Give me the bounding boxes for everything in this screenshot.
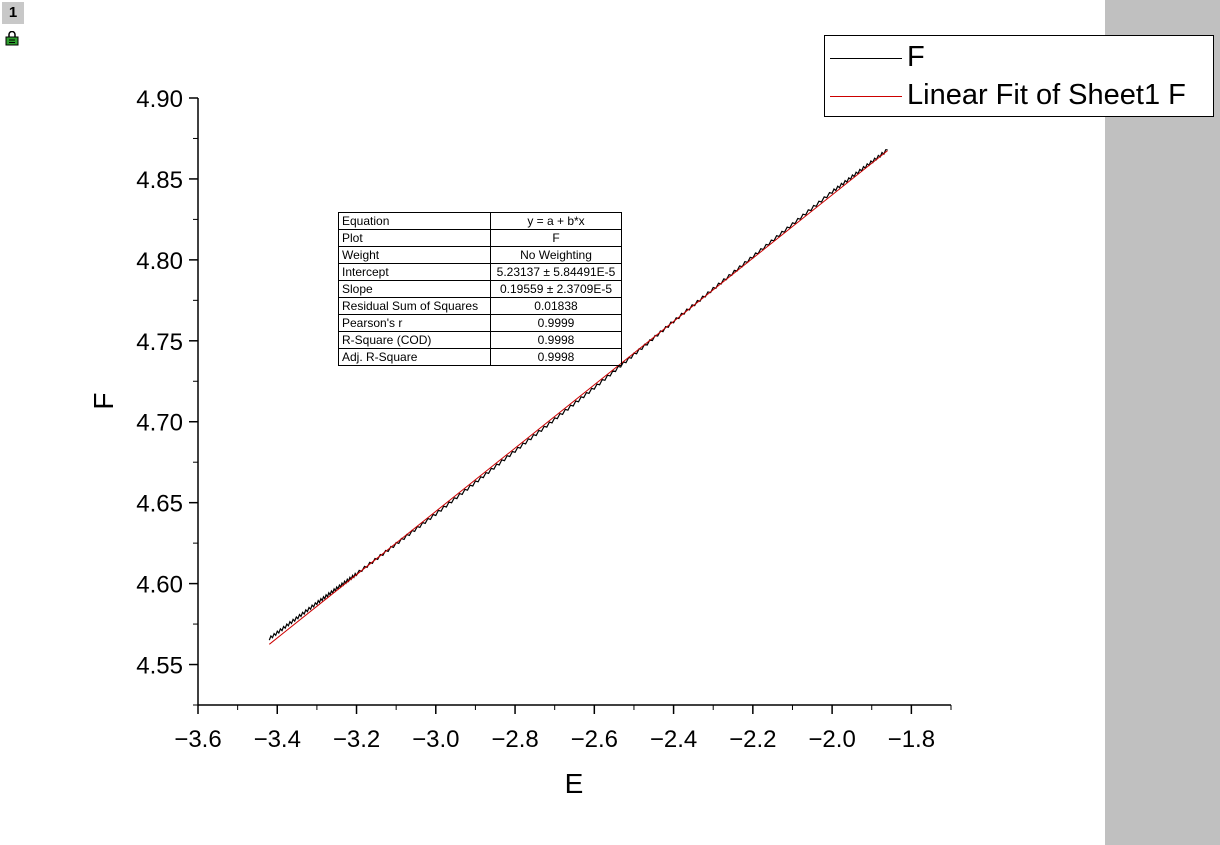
fit-table-key: Adj. R-Square: [338, 348, 491, 366]
x-tick-label: −2.6: [571, 726, 618, 753]
legend-line-swatch: [830, 96, 902, 97]
legend-label: Linear Fit of Sheet1 F: [907, 79, 1186, 111]
workspace-gray-panel: [1105, 0, 1220, 845]
x-tick-label: −2.2: [729, 726, 776, 753]
legend-label: F: [907, 41, 925, 73]
legend-line-swatch: [830, 58, 902, 59]
y-tick-label: 4.55: [136, 653, 183, 680]
x-tick-label: −2.4: [650, 726, 697, 753]
x-tick-label: −3.0: [412, 726, 459, 753]
fit-table-value: 0.9998: [490, 331, 622, 349]
fit-table-row: Adj. R-Square 0.9998: [338, 348, 622, 366]
fit-table-key: Plot: [338, 229, 491, 247]
fit-table-value: 0.9998: [490, 348, 622, 366]
fit-table-key: Residual Sum of Squares: [338, 297, 491, 315]
chart-axes: −3.6 −3.4 −3.2 −3.0 −2.8 −2.6 −2.4 −2.2 −2.0 −1.8…: [136, 86, 952, 753]
lock-icon[interactable]: [5, 31, 19, 46]
fit-table-key: Weight: [338, 246, 491, 264]
fit-table-value: 0.9999: [490, 314, 622, 332]
fit-table-row: Plot F: [338, 229, 622, 247]
fit-table-row: Weight No Weighting: [338, 246, 622, 264]
y-tick-label: 4.90: [136, 86, 183, 113]
fit-results-table: Equation y = a + b*x Plot F Weight No Weighti…: [338, 212, 622, 366]
y-tick-label: 4.80: [136, 248, 183, 275]
x-axis-label: E: [565, 768, 584, 799]
fit-table-row: Pearson's r 0.9999: [338, 314, 622, 332]
fit-table-key: Pearson's r: [338, 314, 491, 332]
x-tick-label: −3.6: [174, 726, 221, 753]
chart-legend[interactable]: F Linear Fit of Sheet1 F: [824, 35, 1214, 117]
layer-number-badge[interactable]: 1: [2, 2, 24, 24]
chart-series-group: [268, 149, 888, 645]
legend-item-f: F: [825, 38, 1213, 76]
y-tick-label: 4.85: [136, 167, 183, 194]
chart-plot: −3.6 −3.4 −3.2 −3.0 −2.8 −2.6 −2.4 −2.2 −2.0 −1.8…: [88, 86, 952, 799]
legend-item-linear-fit: Linear Fit of Sheet1 F: [825, 76, 1213, 114]
fit-table-value: y = a + b*x: [490, 212, 622, 230]
fit-table-value: F: [490, 229, 622, 247]
x-tick-label: −2.0: [808, 726, 855, 753]
fit-table-key: Slope: [338, 280, 491, 298]
fit-table-key: Equation: [338, 212, 491, 230]
fit-table-row: Residual Sum of Squares 0.01838: [338, 297, 622, 315]
fit-table-key: R-Square (COD): [338, 331, 491, 349]
fit-table-row: Intercept 5.23137 ± 5.84491E-5: [338, 263, 622, 281]
x-tick-label: −3.2: [333, 726, 380, 753]
fit-table-key: Intercept: [338, 263, 491, 281]
y-tick-label: 4.60: [136, 572, 183, 599]
x-tick-label: −2.8: [491, 726, 538, 753]
fit-table-value: 5.23137 ± 5.84491E-5: [490, 263, 622, 281]
y-tick-label: 4.70: [136, 410, 183, 437]
series-line-f: [268, 149, 888, 641]
y-tick-label: 4.65: [136, 491, 183, 518]
y-axis-label: F: [88, 392, 119, 409]
fit-table-value: No Weighting: [490, 246, 622, 264]
series-line-linear-fit: [268, 150, 888, 645]
fit-table-row: Slope 0.19559 ± 2.3709E-5: [338, 280, 622, 298]
x-tick-label: −3.4: [254, 726, 301, 753]
fit-table-row: R-Square (COD) 0.9998: [338, 331, 622, 349]
fit-table-row: Equation y = a + b*x: [338, 212, 622, 230]
fit-table-value: 0.01838: [490, 297, 622, 315]
x-tick-label: −1.8: [888, 726, 935, 753]
y-tick-label: 4.75: [136, 329, 183, 356]
fit-table-value: 0.19559 ± 2.3709E-5: [490, 280, 622, 298]
